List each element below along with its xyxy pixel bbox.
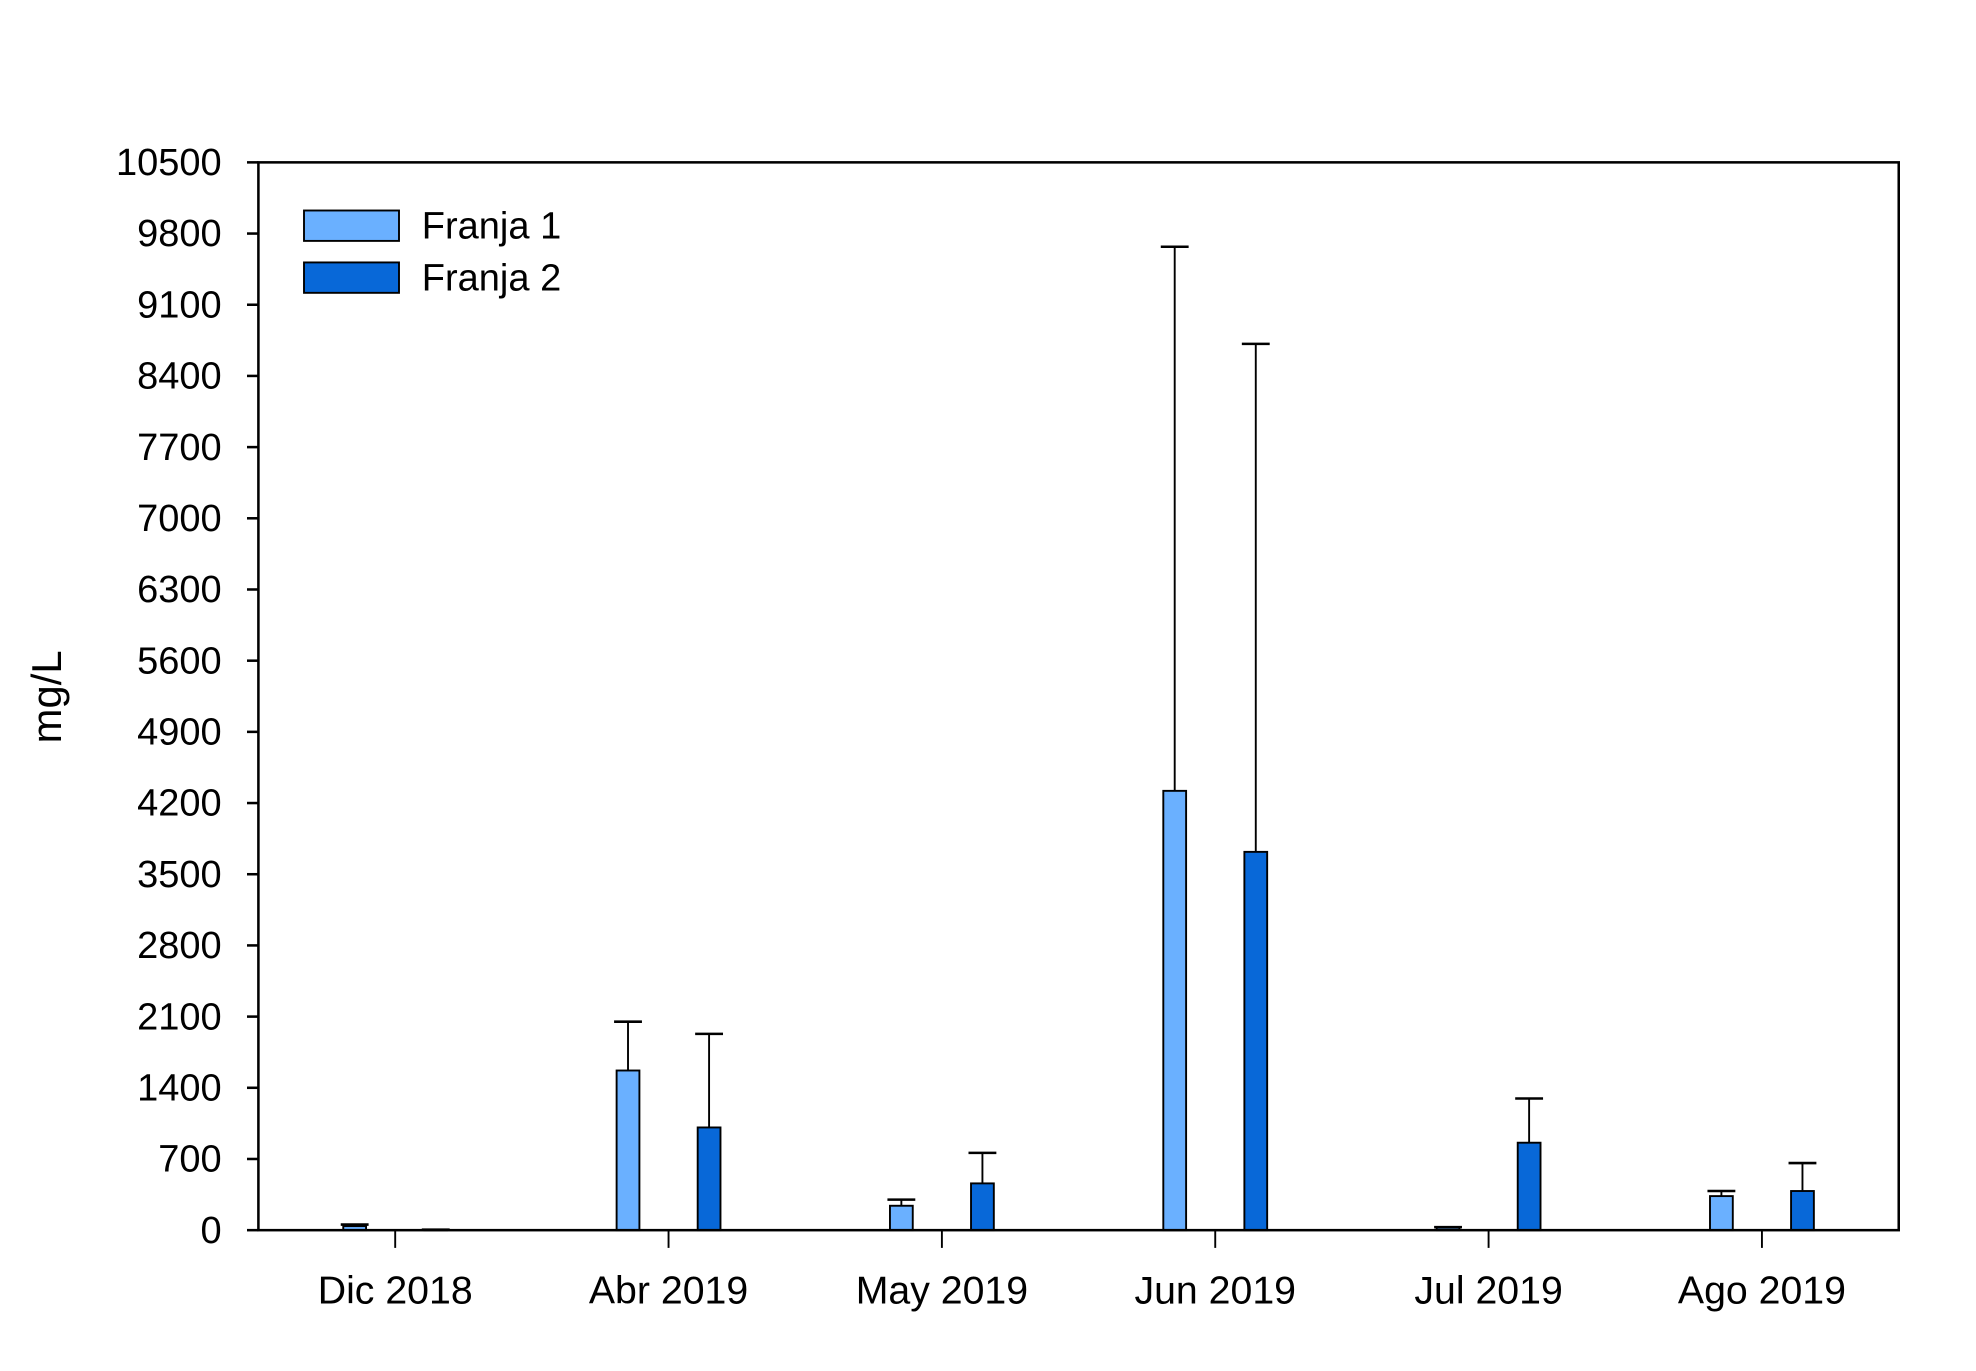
y-tick-label: 4200 — [137, 783, 222, 825]
bar-franja-2 — [1516, 1141, 1542, 1232]
x-tick-label: Jun 2019 — [1134, 1269, 1296, 1313]
y-tick-label: 1400 — [137, 1067, 222, 1109]
y-tick-label: 2100 — [137, 996, 222, 1038]
y-axis: 0 700 1400 2100 2800 3500 4200 4900 5600 6300 7000… — [116, 142, 259, 1252]
y-tick-label: 0 — [201, 1210, 222, 1252]
y-tick-label: 3500 — [137, 854, 222, 896]
y-tick-label: 2800 — [137, 925, 222, 967]
bar-franja-2 — [1243, 850, 1269, 1232]
y-tick-label: 8400 — [137, 356, 222, 398]
plot-frame — [257, 161, 1900, 1232]
y-axis-label: mg/L — [23, 650, 70, 743]
legend-swatch-franja-1 — [303, 209, 400, 242]
bar-franja-2 — [970, 1182, 995, 1232]
y-tick-label: 9100 — [137, 284, 222, 326]
bar-franja-1 — [1709, 1195, 1734, 1232]
legend-label-franja-2: Franja 2 — [422, 257, 561, 299]
x-tick-label: Abr 2019 — [589, 1269, 748, 1313]
bar-franja-1 — [889, 1204, 914, 1232]
y-tick-label: 700 — [158, 1139, 221, 1181]
y-tick-label: 10500 — [116, 142, 222, 184]
bar-franja-2 — [696, 1126, 722, 1232]
bars-layer — [340, 245, 1817, 1232]
x-tick-label: Dic 2018 — [318, 1269, 473, 1313]
x-tick-label: Ago 2019 — [1678, 1269, 1846, 1313]
y-tick-label: 4900 — [137, 712, 222, 754]
bar-franja-1 — [1162, 789, 1188, 1232]
y-tick-label: 7700 — [137, 427, 222, 469]
x-tick-label: May 2019 — [856, 1269, 1028, 1313]
legend: Franja 1 Franja 2 — [303, 205, 561, 299]
legend-label-franja-1: Franja 1 — [422, 205, 561, 247]
y-tick-label: 6300 — [137, 569, 222, 611]
y-tick-label: 9800 — [137, 213, 222, 255]
bar-franja-2 — [1790, 1190, 1815, 1232]
y-tick-label: 5600 — [137, 640, 222, 682]
legend-swatch-franja-2 — [303, 261, 400, 294]
bar-franja-1 — [615, 1069, 641, 1232]
y-tick-label: 7000 — [137, 498, 222, 540]
x-axis: Dic 2018 Abr 2019 May 2019 Jun 2019 Jul 2019… — [318, 1230, 1846, 1313]
x-tick-label: Jul 2019 — [1414, 1269, 1562, 1313]
